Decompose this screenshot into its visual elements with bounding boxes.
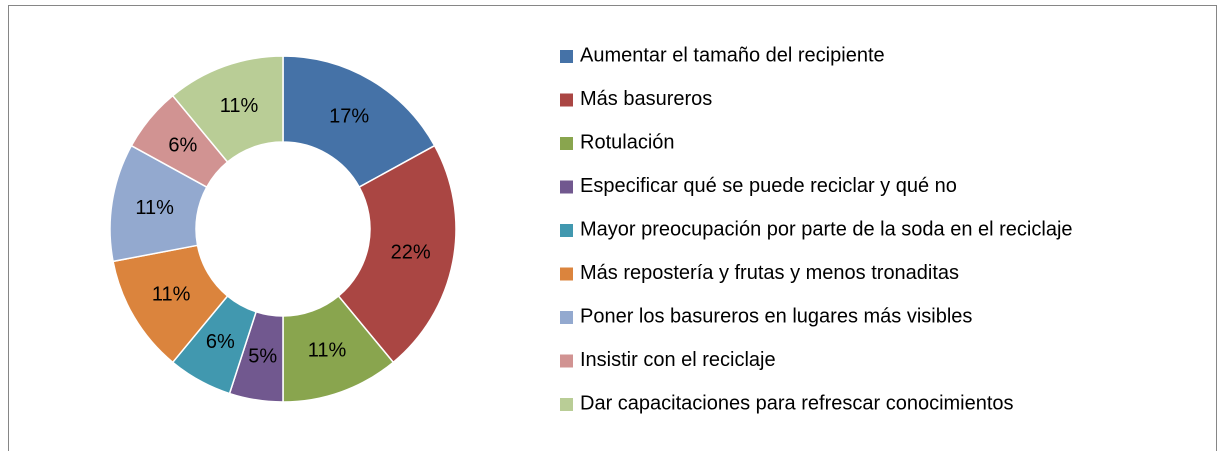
legend-swatch xyxy=(560,354,573,368)
chart-border xyxy=(8,5,1217,451)
data-label: 11% xyxy=(220,95,259,117)
legend-label: Dar capacitaciones para refrescar conoci… xyxy=(580,392,1014,414)
legend-swatch xyxy=(560,398,573,411)
legend-swatch xyxy=(560,311,573,324)
data-label: 11% xyxy=(308,340,347,362)
donut-slice xyxy=(337,144,457,364)
legend-label: Aumentar el tamaño del recipiente xyxy=(580,44,885,66)
data-label: 11% xyxy=(152,283,191,305)
legend-label: Mayor preocupación por parte de la soda … xyxy=(580,218,1073,240)
data-label: 5% xyxy=(248,346,277,368)
legend-swatch xyxy=(560,180,573,194)
legend-label: Especificar qué se puede reciclar y qué … xyxy=(580,175,957,197)
data-label: 11% xyxy=(135,197,174,219)
donut-slice xyxy=(282,55,436,189)
legend-swatch xyxy=(560,267,573,281)
legend: Aumentar el tamaño del recipiente Más bas… xyxy=(560,44,1073,414)
legend-swatch xyxy=(560,50,573,63)
data-label: 17% xyxy=(329,105,369,127)
legend-label: Rotulación xyxy=(580,131,675,153)
legend-label: Poner los basureros en lugares más visib… xyxy=(580,305,972,327)
legend-swatch xyxy=(560,224,573,237)
donut: 17% 22% 11% 5% 6% 11% 11% 6% 11% xyxy=(109,55,457,403)
legend-label: Más repostería y frutas y menos tronadit… xyxy=(580,262,959,284)
legend-label: Insistir con el reciclaje xyxy=(580,349,776,371)
data-label: 6% xyxy=(206,331,235,353)
legend-swatch xyxy=(560,93,573,107)
legend-label: Más basureros xyxy=(580,88,712,110)
legend-swatch xyxy=(560,137,573,150)
data-label: 6% xyxy=(168,134,197,156)
donut-slice xyxy=(171,55,284,164)
data-label: 22% xyxy=(391,242,431,264)
